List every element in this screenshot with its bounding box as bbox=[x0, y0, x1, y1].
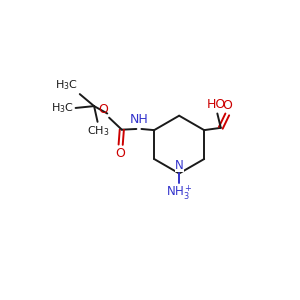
Text: N: N bbox=[175, 159, 184, 172]
Text: O: O bbox=[98, 103, 108, 116]
Text: H$_3$C: H$_3$C bbox=[51, 101, 74, 115]
Text: H$_3$C: H$_3$C bbox=[55, 78, 77, 92]
Text: CH$_3$: CH$_3$ bbox=[88, 124, 110, 138]
Text: NH: NH bbox=[130, 113, 149, 126]
Text: O: O bbox=[116, 148, 126, 160]
Text: HO: HO bbox=[207, 98, 226, 111]
Text: NH$_3^+$: NH$_3^+$ bbox=[166, 183, 193, 202]
Text: O: O bbox=[222, 99, 232, 112]
